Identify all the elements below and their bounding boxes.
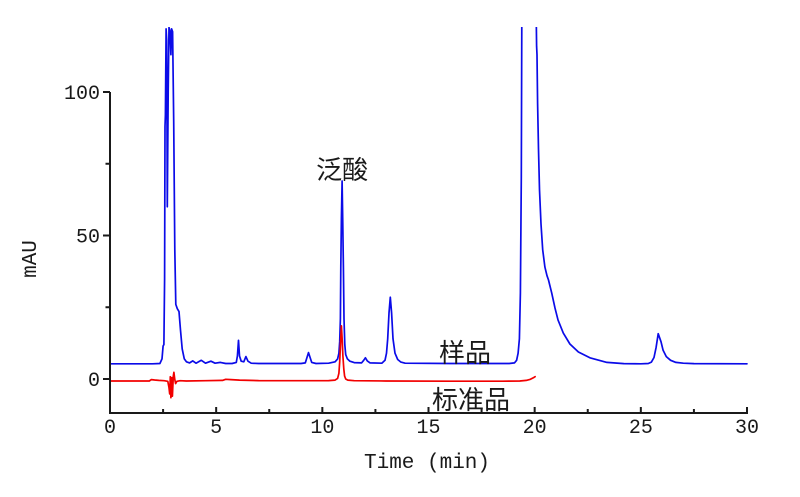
x-tick-label: 0	[104, 417, 116, 440]
x-tick-label: 20	[523, 417, 547, 440]
peak-label-pantothenic-acid: 泛酸	[316, 155, 368, 185]
y-tick-label: 50	[76, 227, 100, 250]
series-label-standard: 标准品	[432, 385, 510, 415]
x-tick-label: 15	[416, 417, 440, 440]
trace-sample	[110, 27, 748, 365]
x-axis-title: Time (min)	[364, 452, 490, 475]
trace-standard	[110, 325, 536, 399]
x-tick-label: 30	[735, 417, 759, 440]
x-tick-label: 10	[310, 417, 334, 440]
y-tick-label: 0	[88, 370, 100, 393]
y-axis-title: mAU	[20, 240, 43, 278]
x-tick-label: 25	[629, 417, 653, 440]
y-tick-label: 100	[64, 83, 100, 106]
x-tick-label: 5	[210, 417, 222, 440]
series-label-sample: 样品	[439, 338, 491, 368]
axis-lines	[109, 92, 748, 414]
